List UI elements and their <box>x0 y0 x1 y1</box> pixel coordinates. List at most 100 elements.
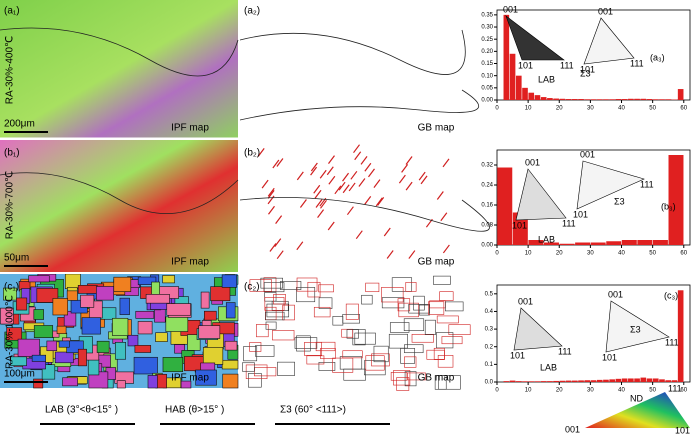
twin <box>320 199 327 209</box>
bar <box>522 381 528 382</box>
color-key <box>585 392 690 428</box>
twin <box>408 250 416 259</box>
x-tick-label: 40 <box>618 388 625 394</box>
gb-cell <box>260 277 283 289</box>
grain <box>165 316 189 332</box>
grain <box>96 340 110 353</box>
twin <box>319 169 327 179</box>
gb-cell <box>339 356 363 370</box>
gb-cell <box>282 304 295 321</box>
bar <box>609 99 615 100</box>
y-tick-label: 0.10 <box>481 73 493 79</box>
grain <box>151 281 160 296</box>
bar <box>628 98 634 100</box>
x-tick-label: 50 <box>649 106 656 112</box>
twin <box>418 171 426 181</box>
bar <box>575 242 591 245</box>
bar <box>640 377 647 382</box>
twin <box>364 196 372 205</box>
bar <box>590 99 597 100</box>
grain <box>113 276 132 292</box>
panel-label: (b₂) <box>244 148 260 159</box>
y-tick-label: 0.00 <box>481 98 493 104</box>
grain <box>198 325 221 339</box>
grain <box>77 348 87 367</box>
annotation: 111 <box>665 337 679 347</box>
y-tick-label: 0.1 <box>485 362 494 368</box>
bar <box>677 290 684 382</box>
bar <box>603 379 609 382</box>
twin <box>299 199 307 208</box>
annotation: LAB <box>538 234 555 244</box>
x-tick-label: 60 <box>680 388 687 394</box>
grain <box>210 286 231 302</box>
annotation: (a₃) <box>650 52 665 62</box>
gb-cell <box>294 337 318 349</box>
row-label: RA-30%-1000℃ <box>5 295 16 369</box>
grain <box>222 373 239 389</box>
grain <box>0 307 14 325</box>
y-tick-label: 0.15 <box>481 61 493 67</box>
x-tick-label: 50 <box>649 251 656 257</box>
bar <box>509 53 516 100</box>
gb-cell <box>404 344 424 354</box>
gb-cell <box>361 294 373 305</box>
gb-cell <box>371 353 390 367</box>
twin <box>276 158 284 167</box>
grain <box>200 291 210 309</box>
twin <box>269 243 277 252</box>
gb-cell <box>365 282 380 293</box>
twin <box>315 199 323 208</box>
bar <box>565 380 572 382</box>
bar <box>634 378 640 382</box>
twin <box>350 170 358 180</box>
gb-cell <box>389 322 410 333</box>
grain <box>62 377 78 387</box>
grain <box>147 375 158 389</box>
color-key-label: 111 <box>668 383 682 393</box>
bar <box>528 381 535 382</box>
gb-cell <box>428 301 445 315</box>
annotation: Σ3 <box>630 324 641 334</box>
x-tick-label: 10 <box>525 106 532 112</box>
scale-label: 100μm <box>4 369 35 380</box>
gb-cell <box>318 297 333 309</box>
bar <box>652 240 668 245</box>
color-key-title: ND <box>630 393 643 403</box>
y-tick-label: 0.32 <box>481 163 493 169</box>
gb-cell <box>264 292 277 302</box>
bar <box>659 99 665 100</box>
bar <box>665 380 672 382</box>
bar <box>497 167 513 245</box>
gb-cell <box>390 372 408 381</box>
gb-cell <box>407 372 426 381</box>
gb-cell <box>242 362 255 372</box>
grain <box>52 298 69 316</box>
grain <box>3 287 17 301</box>
annotation: (b₃) <box>661 201 676 211</box>
twin <box>358 178 366 187</box>
twin <box>267 187 275 197</box>
bar <box>512 212 528 245</box>
x-tick-label: 30 <box>587 388 594 394</box>
gb-cell <box>424 319 436 335</box>
bar <box>621 378 628 382</box>
y-tick-label: 0.16 <box>481 203 493 209</box>
gb-cell <box>413 295 425 311</box>
grain <box>33 325 54 338</box>
bar <box>540 97 547 100</box>
gb-cell <box>405 282 417 292</box>
grain <box>80 294 95 308</box>
gb-cell <box>254 367 277 377</box>
grain <box>127 334 139 347</box>
scale-label: 200μm <box>4 119 35 130</box>
bar <box>637 240 653 245</box>
bar <box>534 381 541 382</box>
gb-cell <box>318 362 336 371</box>
grain <box>162 275 175 284</box>
twin <box>268 205 275 215</box>
bar <box>578 99 584 100</box>
bar <box>640 98 647 100</box>
bar <box>659 379 665 382</box>
twin <box>328 175 336 185</box>
